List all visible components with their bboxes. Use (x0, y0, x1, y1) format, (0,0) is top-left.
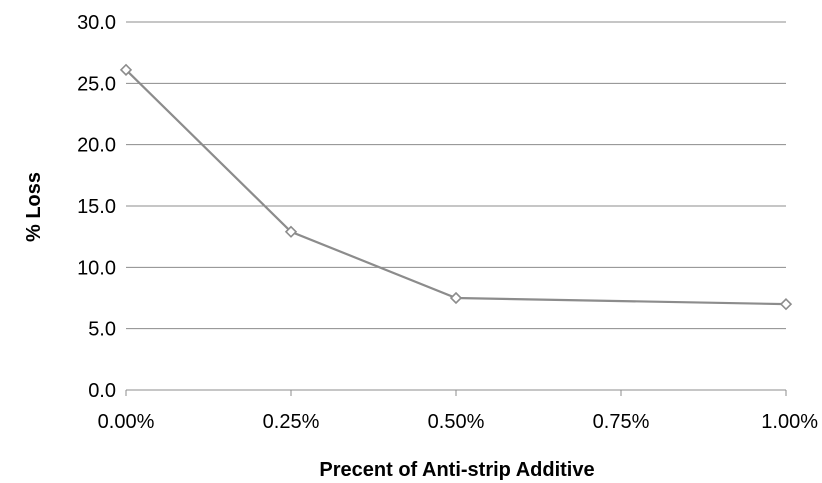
y-tick-label-4: 20.0 (77, 135, 116, 157)
y-tick-label-1: 5.0 (88, 319, 116, 341)
y-tick-labels: 0.0 5.0 10.0 15.0 20.0 25.0 30.0 (77, 12, 116, 402)
data-point-2 (449, 291, 463, 305)
x-tick-labels: 0.00% 0.25% 0.50% 0.75% 1.00% (98, 411, 819, 433)
data-point-1 (284, 225, 298, 238)
x-tick-label-1: 0.25% (263, 411, 320, 433)
y-tick-label-5: 25.0 (77, 73, 116, 95)
y-tick-label-0: 0.0 (88, 380, 116, 402)
x-axis-title: Precent of Anti-strip Additive (319, 459, 594, 481)
x-tick-label-0: 0.00% (98, 411, 155, 433)
y-tick-label-3: 15.0 (77, 196, 116, 218)
y-tick-label-6: 30.0 (77, 12, 116, 34)
x-tick-marks (125, 390, 787, 396)
x-tick-label-3: 0.75% (593, 411, 650, 433)
x-tick-label-2: 0.50% (428, 411, 485, 433)
data-point-3 (779, 298, 793, 311)
gridlines (126, 21, 786, 330)
x-tick-label-4: 1.00% (761, 411, 818, 433)
series-percent-loss (119, 63, 793, 311)
y-axis-title: % Loss (23, 172, 45, 242)
data-point-0 (119, 63, 133, 76)
series-line-0 (125, 69, 787, 306)
y-tick-label-2: 10.0 (77, 257, 116, 279)
